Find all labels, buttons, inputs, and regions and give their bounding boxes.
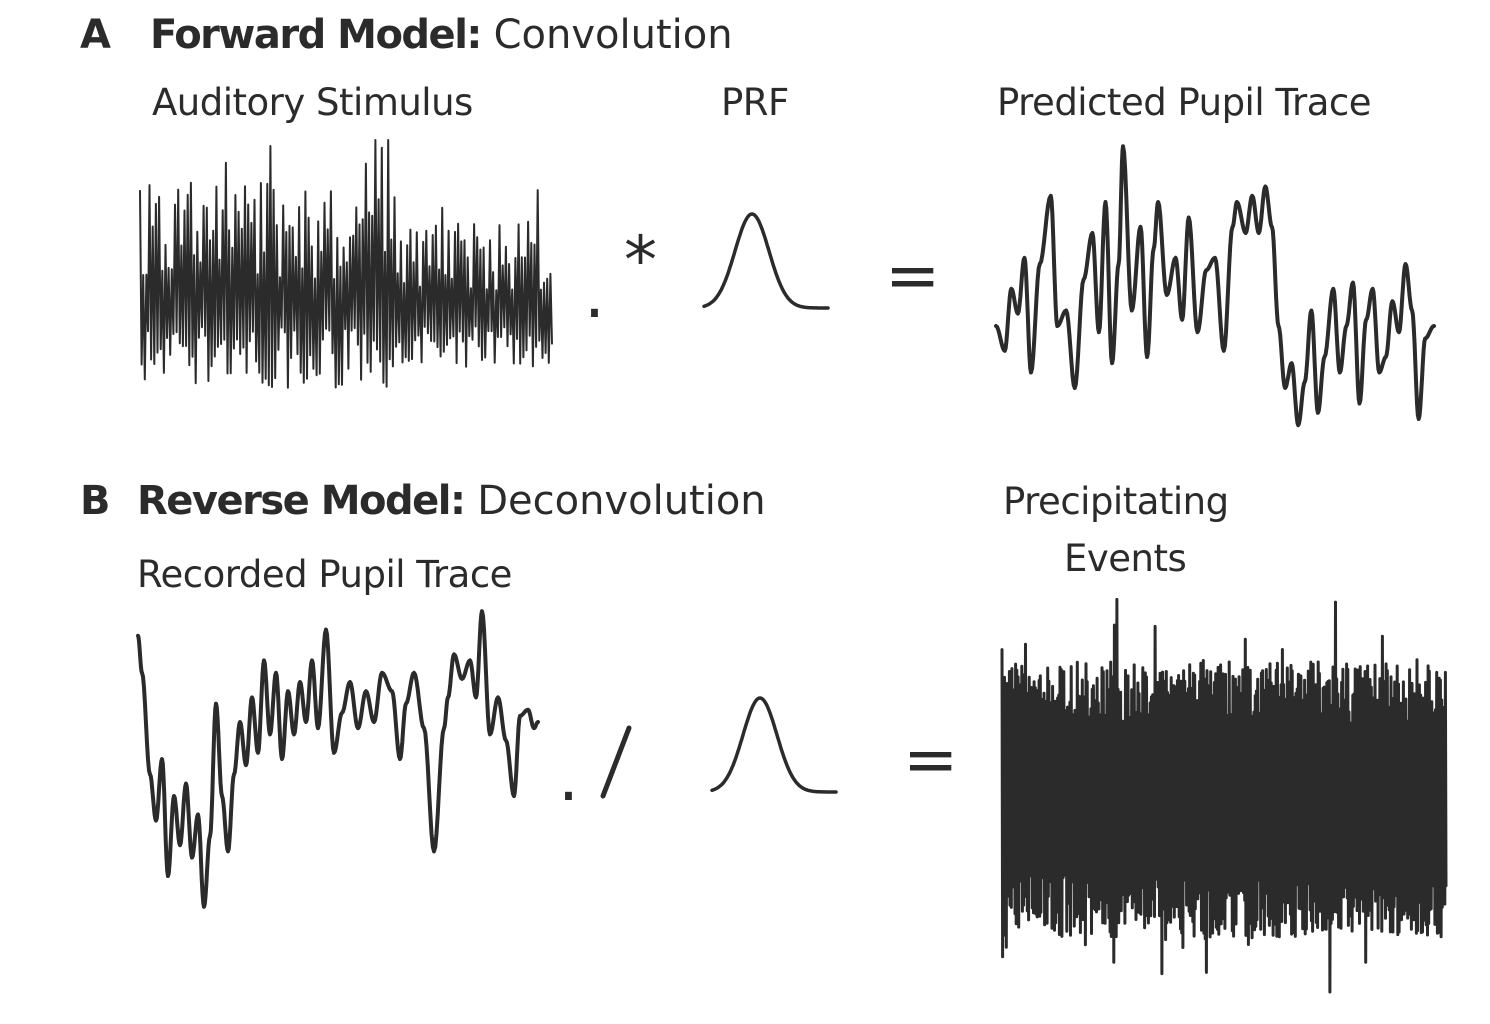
panel-a-title-rest: Convolution <box>493 12 733 58</box>
prf-kernel-a <box>702 212 830 310</box>
convolution-asterisk: * <box>624 222 657 299</box>
division-slash <box>600 725 632 799</box>
panel-a-title: Forward Model: Convolution <box>150 15 733 55</box>
panel-b-title-rest: Deconvolution <box>477 478 766 524</box>
predicted-pupil-trace-signal <box>994 144 1436 428</box>
prf-label: PRF <box>721 81 789 124</box>
elementwise-dot-a: . <box>584 256 605 333</box>
equals-sign-b: = <box>903 721 959 798</box>
panel-a-letter: A <box>80 12 111 58</box>
panel-a-title-bold: Forward Model: <box>150 12 482 58</box>
precipitating-label: Precipitating <box>1003 480 1229 523</box>
panel-b-letter: B <box>80 478 110 524</box>
prf-kernel-b <box>710 696 838 794</box>
predicted-pupil-trace-label: Predicted Pupil Trace <box>997 81 1372 124</box>
precipitating-events-signal <box>1000 597 1448 994</box>
elementwise-dot-b: . <box>558 739 579 816</box>
events-label: Events <box>1064 537 1187 580</box>
auditory-stimulus-signal <box>139 139 553 389</box>
auditory-stimulus-label: Auditory Stimulus <box>152 81 473 124</box>
panel-b-title-bold: Reverse Model: <box>137 478 466 524</box>
recorded-pupil-trace-label: Recorded Pupil Trace <box>137 553 512 596</box>
recorded-pupil-trace-signal <box>136 609 540 909</box>
equals-sign-a: = <box>885 237 941 314</box>
panel-b-title: Reverse Model: Deconvolution <box>137 481 766 521</box>
